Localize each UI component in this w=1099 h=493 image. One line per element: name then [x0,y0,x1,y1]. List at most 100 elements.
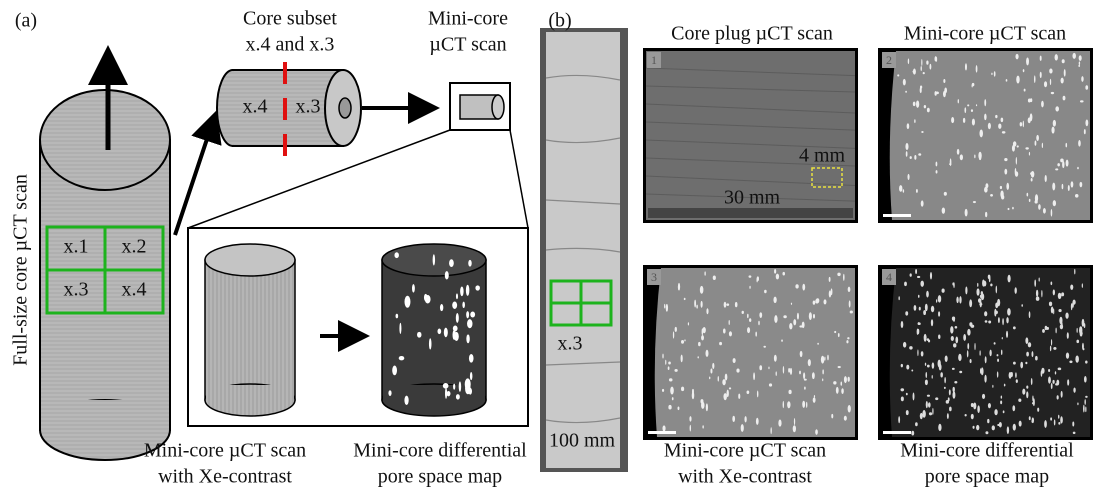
pore [469,354,474,363]
pore [449,259,454,267]
grain [927,108,930,113]
subset-title: x.4 and x.3 [246,34,335,56]
grain [741,424,744,432]
grain [1026,391,1028,398]
grain [1053,289,1055,295]
grain [747,327,750,333]
grain [1041,101,1044,108]
grain [907,123,910,129]
grain [1049,69,1052,74]
grain [668,361,671,364]
grain [794,418,795,425]
grain [949,407,952,412]
grain [1051,209,1053,217]
grain [791,303,792,305]
caption: Mini-core µCT scan [664,440,826,462]
grain [1000,191,1003,199]
grid-label: x.4 [122,279,147,301]
grain [1026,352,1029,357]
grain [929,412,932,415]
grain [988,321,991,324]
grain [918,295,920,298]
pore [445,271,449,279]
grain [1064,69,1066,77]
grain [1031,378,1033,385]
grain [954,381,957,383]
grain [994,409,997,415]
grain [1051,339,1052,346]
full-core-label: Full-size core µCT scan [10,174,32,366]
grain [985,431,988,434]
grain [749,275,752,277]
grain [1068,185,1070,191]
grain [846,340,848,343]
pore [437,329,441,335]
pore [445,388,447,399]
grain [802,322,805,329]
grain [915,422,918,426]
grain [769,383,772,386]
grain [1067,379,1069,385]
grain [925,304,928,311]
grain [973,402,976,409]
grain [955,336,958,343]
grain [1008,208,1010,210]
grain [984,114,986,121]
grain [1003,410,1005,413]
grain [756,278,757,283]
image-number: 1 [651,53,657,67]
grain [1085,407,1086,413]
grain [1050,281,1052,285]
pore [452,302,457,309]
grain [673,331,674,338]
grain [814,395,815,398]
grain [836,387,839,394]
grain [1053,347,1056,350]
grain [1055,328,1056,334]
grain [988,123,991,129]
grain [736,369,739,373]
grain [994,342,996,345]
grain [793,319,796,325]
grain [990,194,993,197]
grain [980,301,982,307]
pore [470,312,475,318]
grain [799,371,801,375]
grain [662,389,664,392]
grain [917,329,919,335]
grain [906,151,908,156]
grain [932,362,935,368]
grain [1045,175,1047,182]
grain [985,320,988,322]
grain [953,387,955,392]
grid-label: x.1 [64,236,89,258]
grain [763,346,766,348]
grain [967,350,969,357]
grain [1004,169,1007,175]
grain [1012,405,1015,411]
grain [922,410,926,418]
grain [1058,309,1061,312]
pore [453,384,455,390]
grain [1071,181,1074,187]
grain [1074,269,1075,274]
grain [984,187,988,193]
grain [689,416,691,422]
caption: Mini-core differential [900,440,1074,462]
grain [940,372,943,377]
grain [795,284,798,288]
grain [981,291,983,295]
grain [1013,362,1016,365]
grain [999,422,1002,428]
grain [847,337,849,339]
grain [700,399,703,403]
pore [466,311,469,318]
grain [908,58,909,64]
grain [898,296,899,300]
grain [802,284,805,291]
grain [953,282,954,288]
grain [1085,120,1088,127]
grain [808,359,811,366]
grain [947,413,949,419]
grain [774,269,776,274]
